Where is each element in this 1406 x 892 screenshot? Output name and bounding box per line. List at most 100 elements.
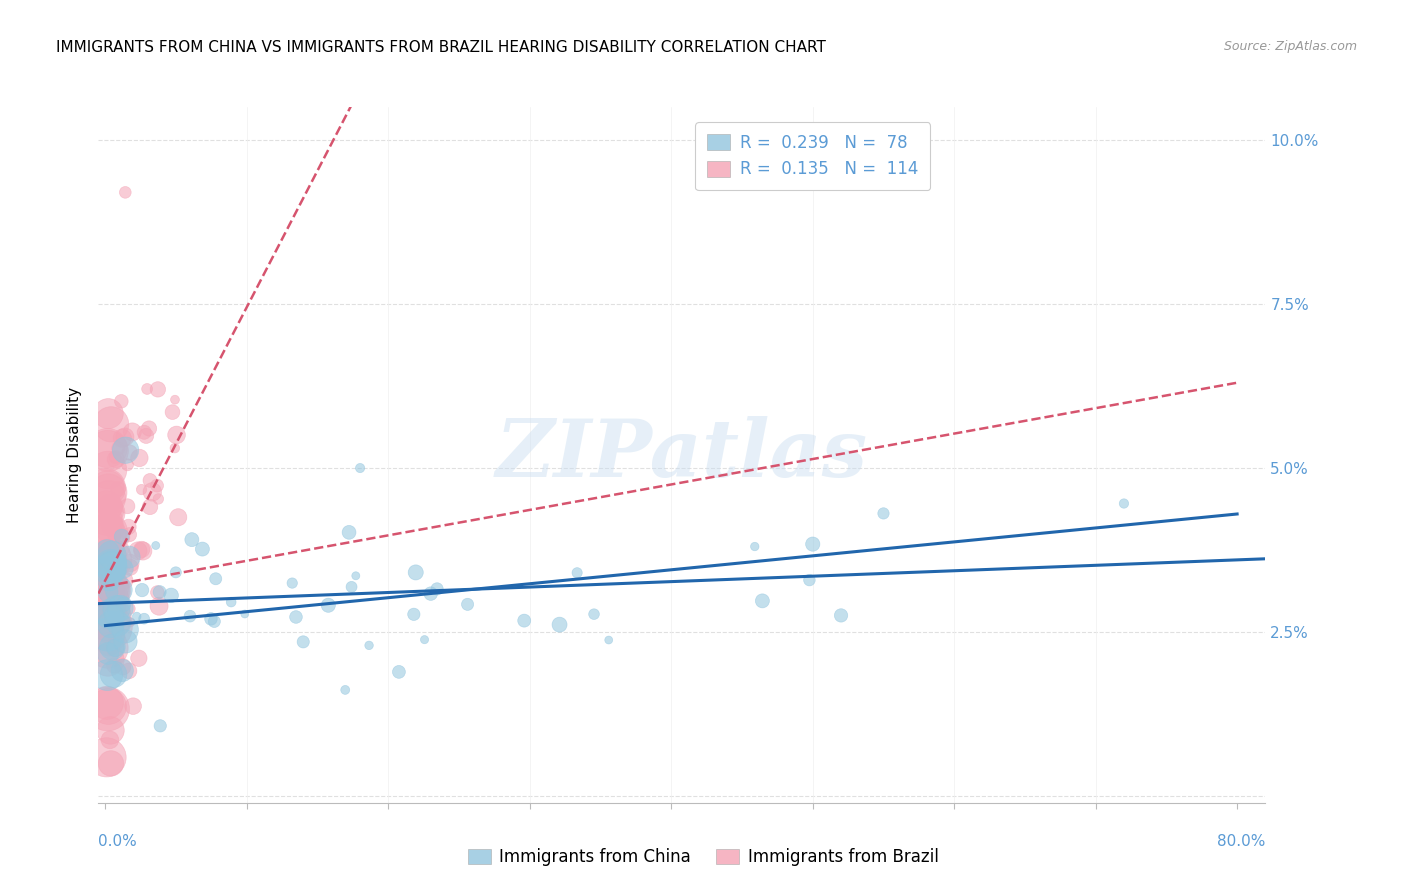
Point [101,601,124,615]
Point [97,620,120,634]
Point [98,505,121,519]
Point [103,658,125,673]
Point [200,612,222,626]
Point [96,513,118,527]
Point [103,607,125,622]
Point [100,617,122,632]
Point [104,641,127,656]
Point [799,573,821,587]
Point [96,668,118,682]
Point [145,539,167,553]
Point [97,591,120,606]
Point [97,585,120,599]
Point [98,551,121,566]
Point [204,572,226,586]
Point [97,647,120,661]
Legend: R =  0.239   N =  78, R =  0.135   N =  114: R = 0.239 N = 78, R = 0.135 N = 114 [696,122,931,190]
Point [105,602,128,616]
Point [97,480,120,494]
Point [104,640,127,655]
Point [120,615,142,630]
Point [162,405,184,419]
Point [107,616,129,631]
Point [1112,496,1135,510]
Point [96,586,118,600]
Point [98,527,121,541]
Point [103,667,125,681]
Point [103,608,125,623]
Point [136,382,159,396]
Point [146,478,169,492]
Point [114,186,136,200]
Point [233,607,256,621]
Point [111,431,134,445]
Point [112,598,135,612]
Point [97,610,120,624]
Point [872,507,894,521]
Point [111,660,134,674]
Point [112,574,135,588]
Point [118,527,141,541]
Point [830,608,852,623]
Point [104,607,127,621]
Point [104,578,127,592]
Point [103,526,125,541]
Point [163,441,186,455]
Point [117,520,139,534]
Point [98,596,121,610]
Point [97,407,120,421]
Point [166,428,188,442]
Point [111,664,134,678]
Point [96,500,118,514]
Point [146,383,169,397]
Point [388,665,411,679]
Point [107,607,129,621]
Point [180,533,202,547]
Point [413,632,436,647]
Point [104,450,127,465]
Point [110,394,132,409]
Point [96,544,118,558]
Point [104,548,127,562]
Point [97,491,120,505]
Point [118,445,141,459]
Point [96,590,118,604]
Point [104,580,127,594]
Point [97,627,120,641]
Point [134,612,156,626]
Point [98,607,121,621]
Point [131,542,153,557]
Point [105,630,128,644]
Point [316,599,339,613]
Point [97,524,120,539]
Point [179,609,201,624]
Point [107,482,129,496]
Point [131,483,153,497]
Point [125,609,148,624]
Point [165,566,187,580]
Point [160,588,183,602]
Point [100,560,122,574]
Point [96,551,118,566]
Point [101,640,124,654]
Point [121,425,143,439]
Point [97,640,120,655]
Point [101,552,124,566]
Point [457,598,479,612]
Point [100,552,122,566]
Point [132,544,155,558]
Point [101,518,124,533]
Point [104,541,127,556]
Point [344,568,367,582]
Point [114,443,136,458]
Point [513,614,536,628]
Point [120,556,142,570]
Point [100,417,122,432]
Point [110,542,132,557]
Point [148,599,170,614]
Point [97,548,120,562]
Point [112,562,135,576]
Point [104,452,127,467]
Point [97,463,120,477]
Point [118,550,141,565]
